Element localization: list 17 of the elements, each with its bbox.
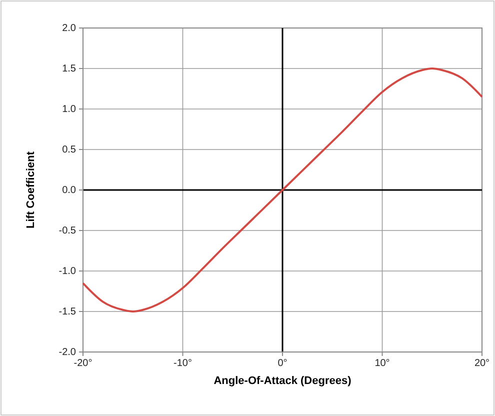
y-axis-title: Lift Coefficient	[25, 151, 37, 228]
y-tick-label: 2.0	[62, 23, 76, 34]
y-tick-label: 0.0	[62, 185, 76, 196]
x-tick-label: 0°	[278, 358, 288, 370]
x-tick-label: 20°	[474, 358, 490, 370]
y-tick-label: 1.0	[62, 104, 76, 116]
x-tick-label: -10°	[174, 358, 192, 370]
y-tick-label: -1.0	[58, 266, 76, 278]
y-tick-label: -0.5	[58, 226, 76, 237]
y-tick-label: -2.0	[58, 347, 76, 358]
y-tick-label: 0.5	[62, 144, 76, 156]
x-tick-label: 10°	[374, 358, 390, 370]
x-tick-label: -20°	[74, 358, 92, 370]
x-axis-title: Angle-Of-Attack (Degrees)	[214, 375, 352, 387]
y-tick-label: 1.5	[62, 64, 76, 75]
line-series	[82, 68, 483, 312]
y-tick-label: -1.5	[58, 306, 76, 318]
